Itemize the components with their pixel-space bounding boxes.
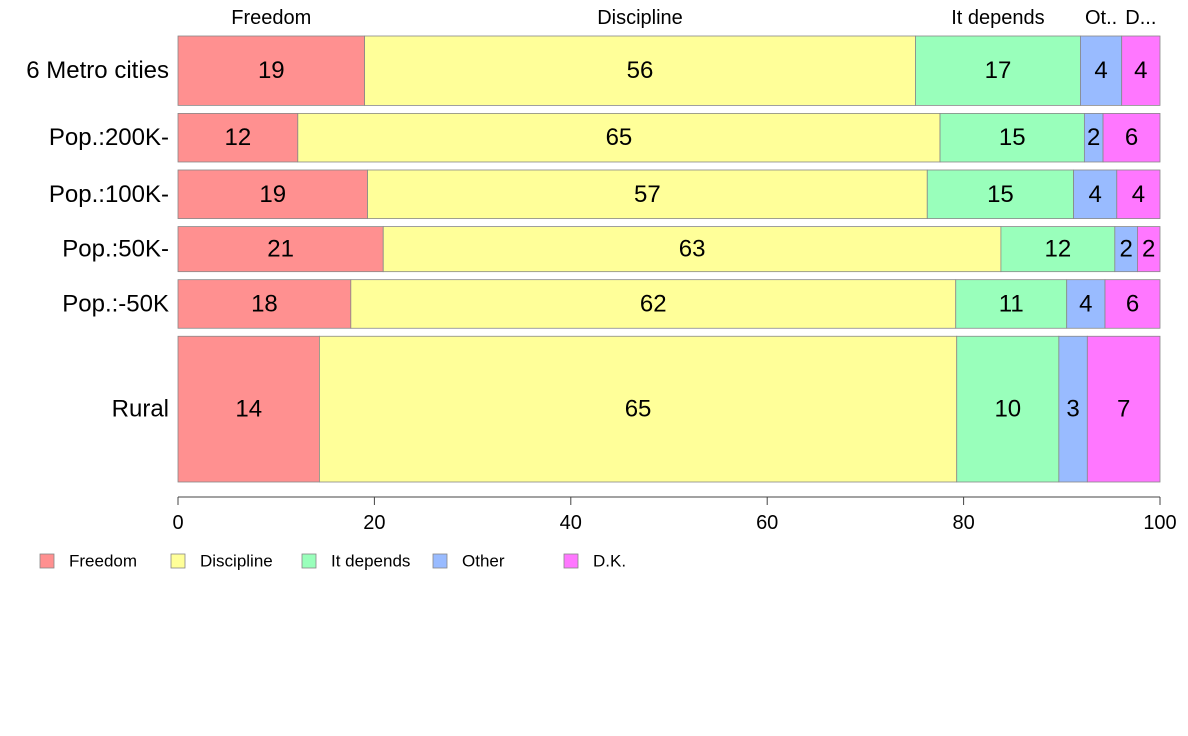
x-tick-label: 80 [952, 512, 974, 534]
category-label: Pop.:-50K [62, 290, 169, 317]
bar-segment [1137, 226, 1161, 273]
data-label: 11 [999, 290, 1024, 317]
bar-segment [319, 335, 958, 483]
data-label: 4 [1094, 57, 1107, 84]
bar-segment [956, 335, 1060, 483]
data-label: 17 [985, 57, 1012, 84]
category-label: 6 Metro cities [26, 57, 169, 84]
legend-swatch [563, 553, 579, 569]
data-label: 19 [259, 181, 286, 208]
x-tick-label: 60 [756, 512, 778, 534]
x-tick-label: 100 [1143, 512, 1176, 534]
category-label: Pop.:100K- [49, 181, 169, 208]
bar-segment [177, 279, 352, 329]
legend-label: It depends [331, 552, 410, 571]
legend-swatch [432, 553, 448, 569]
data-label: 4 [1132, 181, 1145, 208]
bar-segment [1080, 35, 1123, 106]
data-label: 2 [1119, 236, 1132, 263]
data-label: 4 [1134, 57, 1147, 84]
data-label: 7 [1117, 396, 1130, 423]
bar-segment [1116, 169, 1161, 219]
bar-segment [177, 226, 384, 273]
data-label: 6 [1125, 124, 1138, 151]
bar-segment [1066, 279, 1106, 329]
data-label: 10 [994, 396, 1021, 423]
bar-segment [1121, 35, 1161, 106]
top-segment-label: Ot.. [1085, 7, 1117, 29]
data-label: 14 [235, 396, 262, 423]
legend-swatch [39, 553, 55, 569]
data-label: 4 [1089, 181, 1102, 208]
bar-segment [297, 113, 941, 163]
top-segment-label: D... [1125, 7, 1156, 29]
data-label: 19 [258, 57, 285, 84]
data-label: 15 [987, 181, 1014, 208]
bar-segment [382, 226, 1002, 273]
data-label: 2 [1142, 236, 1155, 263]
data-label: 4 [1079, 290, 1092, 317]
top-segment-label: Discipline [597, 7, 683, 29]
legend-label: Other [462, 552, 505, 571]
bar-segment [177, 335, 320, 483]
x-tick-label: 40 [560, 512, 582, 534]
data-label: 63 [679, 236, 706, 263]
bar-segment [350, 279, 957, 329]
category-label: Pop.:50K- [62, 236, 169, 263]
bar-segment [1102, 113, 1161, 163]
data-label: 12 [225, 124, 252, 151]
data-label: 15 [999, 124, 1026, 151]
top-segment-label: It depends [951, 7, 1044, 29]
bar-segment [177, 169, 368, 219]
x-tick-label: 0 [172, 512, 183, 534]
bar-segment [367, 169, 928, 219]
data-label: 21 [267, 236, 294, 263]
bar-segment [177, 113, 299, 163]
data-label: 65 [606, 124, 633, 151]
data-label: 65 [625, 396, 652, 423]
data-label: 62 [640, 290, 667, 317]
category-label: Rural [112, 396, 169, 423]
legend-label: D.K. [593, 552, 626, 571]
category-label: Pop.:200K- [49, 124, 169, 151]
data-label: 18 [251, 290, 278, 317]
legend-swatch [170, 553, 186, 569]
bar-segment [1086, 335, 1161, 483]
top-segment-label: Freedom [231, 7, 311, 29]
bar-segment [939, 113, 1085, 163]
data-label: 2 [1087, 124, 1100, 151]
data-label: 3 [1066, 396, 1079, 423]
legend-swatch [301, 553, 317, 569]
data-label: 56 [627, 57, 654, 84]
bar-segment [926, 169, 1074, 219]
data-label: 12 [1045, 236, 1072, 263]
legend-label: Discipline [200, 552, 273, 571]
bar-segment [1104, 279, 1161, 329]
bar-segment [1000, 226, 1116, 273]
data-label: 6 [1126, 290, 1139, 317]
bar-segment [1058, 335, 1088, 483]
bar-segment [915, 35, 1081, 106]
bar-segment [1073, 169, 1118, 219]
bar-segment [364, 35, 916, 106]
bar-segment [177, 35, 365, 106]
legend-label: Freedom [69, 552, 137, 571]
data-label: 57 [634, 181, 661, 208]
x-tick-label: 20 [363, 512, 385, 534]
